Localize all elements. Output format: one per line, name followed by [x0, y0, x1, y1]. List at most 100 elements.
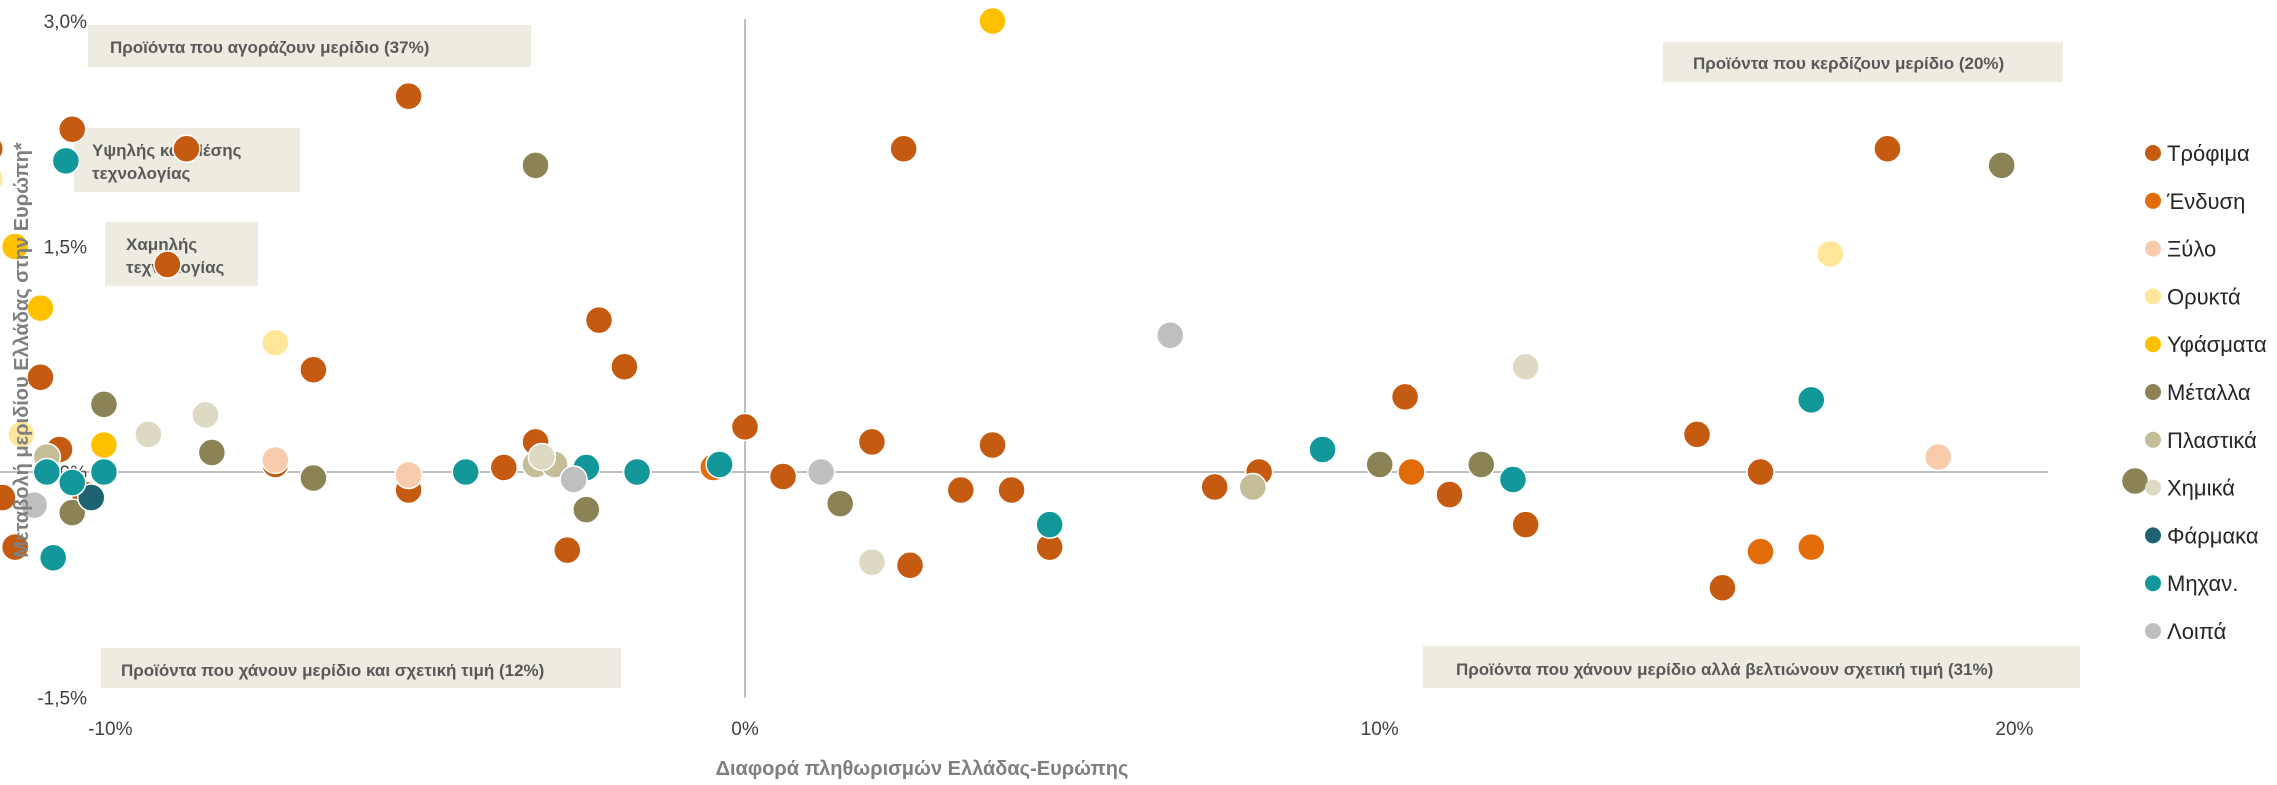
- data-point: [1923, 442, 1953, 472]
- y-tick-label: 3,0%: [44, 12, 87, 33]
- data-point: [1816, 239, 1845, 269]
- legend-label: Μηχαν.: [2167, 571, 2238, 596]
- data-point: [153, 250, 182, 279]
- data-point: [57, 114, 87, 144]
- series-Τρόφιμα: [0, 81, 1902, 603]
- data-point: [1365, 450, 1394, 479]
- data-point: [394, 460, 423, 490]
- legend-marker: [2145, 527, 2161, 544]
- legend-marker: [2145, 192, 2161, 209]
- x-tick-label: 10%: [1361, 719, 1399, 740]
- annotation-box: [88, 25, 531, 67]
- data-point: [7, 420, 36, 449]
- annotation-box: [1663, 42, 2063, 82]
- series-Υφάσματα: [0, 6, 1007, 460]
- legend-marker: [2145, 431, 2161, 448]
- data-point: [0, 232, 30, 261]
- legend-label: Πλαστικά: [2167, 428, 2257, 453]
- data-point: [584, 305, 614, 335]
- legend-marker: [2145, 384, 2161, 400]
- annotation-text: Προϊόντα που χάνουν μερίδιο και σχετική …: [121, 661, 544, 680]
- legend-label: Τρόφιμα: [2167, 141, 2250, 166]
- data-point: [622, 457, 652, 487]
- data-point: [191, 400, 220, 430]
- annotation-text: Υψηλής και Μέσης: [92, 141, 242, 160]
- data-point: [1390, 382, 1420, 412]
- data-point: [978, 6, 1007, 36]
- y-axis-label: Μεταβολή μεριδίου Ελλάδας στην Ευρώπη*: [11, 142, 33, 558]
- series-Μέταλλα: [57, 151, 2150, 527]
- data-point: [559, 465, 588, 494]
- series-Χημικά: [134, 352, 1540, 577]
- annotation-box: [101, 648, 621, 688]
- data-point: [553, 535, 582, 565]
- data-point: [451, 457, 480, 487]
- data-point: [0, 169, 4, 189]
- data-point: [26, 293, 55, 323]
- data-point: [299, 463, 328, 493]
- axes: -20%-10%0%10%20%30%40%-1,5%0,0%1,5%3,0%: [0, 12, 2048, 740]
- legend-marker: [2145, 336, 2161, 353]
- data-point: [806, 457, 836, 487]
- data-point: [89, 390, 119, 419]
- x-tick-label: -10%: [88, 719, 132, 740]
- data-point: [0, 138, 4, 159]
- data-point: [857, 427, 887, 457]
- data-point: [1746, 537, 1775, 566]
- series-Ένδυση: [699, 453, 1826, 566]
- data-point: [19, 490, 49, 520]
- y-tick-label: -1,5%: [37, 688, 87, 709]
- legend-label: Υφάσματα: [2167, 332, 2267, 357]
- data-point: [197, 438, 227, 467]
- legend-label: Ένδυση: [2166, 189, 2245, 214]
- data-point: [857, 547, 887, 577]
- data-point: [1987, 151, 2016, 180]
- data-point: [2120, 466, 2150, 496]
- data-point: [51, 146, 81, 176]
- data-point: [38, 543, 68, 572]
- data-point: [1397, 457, 1426, 487]
- legend-marker: [2145, 145, 2161, 161]
- annotation-text: Προϊόντα που χάνουν μερίδιο αλλά βελτιών…: [1456, 660, 1993, 679]
- data-point: [1498, 465, 1528, 494]
- legend-marker: [2145, 240, 2161, 257]
- data-point: [1797, 532, 1826, 562]
- legend-marker: [2145, 288, 2161, 305]
- data-point: [0, 483, 17, 512]
- annotation-box: [105, 222, 258, 286]
- legend-marker: [2145, 623, 2161, 639]
- data-point: [1708, 573, 1737, 603]
- data-point: [895, 550, 925, 580]
- series-Ξύλο: [261, 442, 1953, 490]
- data-point: [1200, 472, 1229, 502]
- data-point: [89, 457, 119, 487]
- annotation-text: Προϊόντα που αγοράζουν μερίδιο (37%): [110, 38, 429, 57]
- annotation-box: [1423, 646, 2080, 688]
- data-point: [134, 420, 163, 449]
- data-point: [89, 430, 119, 460]
- data-point: [1797, 385, 1826, 415]
- data-point: [978, 430, 1007, 460]
- data-point: [705, 450, 734, 479]
- annotation-text: Χαμηλής: [126, 235, 197, 254]
- legend-label: Φάρμακα: [2167, 523, 2259, 548]
- annotation-text: τεχνολογίας: [92, 164, 191, 183]
- data-point: [1155, 320, 1185, 350]
- data-point: [946, 475, 976, 505]
- data-point: [1682, 420, 1712, 449]
- data-point: [32, 457, 62, 487]
- data-point: [1746, 457, 1775, 487]
- legend: Τρόφιμα Ένδυση Ξύλο Ορυκτά Υφάσματα Μέταλλα Πλ…: [2145, 141, 2267, 644]
- data-point: [521, 151, 550, 180]
- data-point: [768, 462, 798, 491]
- x-tick-label: 0%: [731, 719, 759, 740]
- data-point: [1511, 352, 1540, 382]
- data-point: [77, 483, 106, 512]
- data-point: [57, 468, 87, 497]
- data-points: [0, 6, 2150, 603]
- data-point: [1238, 472, 1268, 502]
- data-point: [261, 445, 290, 475]
- data-point: [889, 134, 918, 164]
- data-point: [1511, 510, 1540, 539]
- data-point: [394, 81, 423, 111]
